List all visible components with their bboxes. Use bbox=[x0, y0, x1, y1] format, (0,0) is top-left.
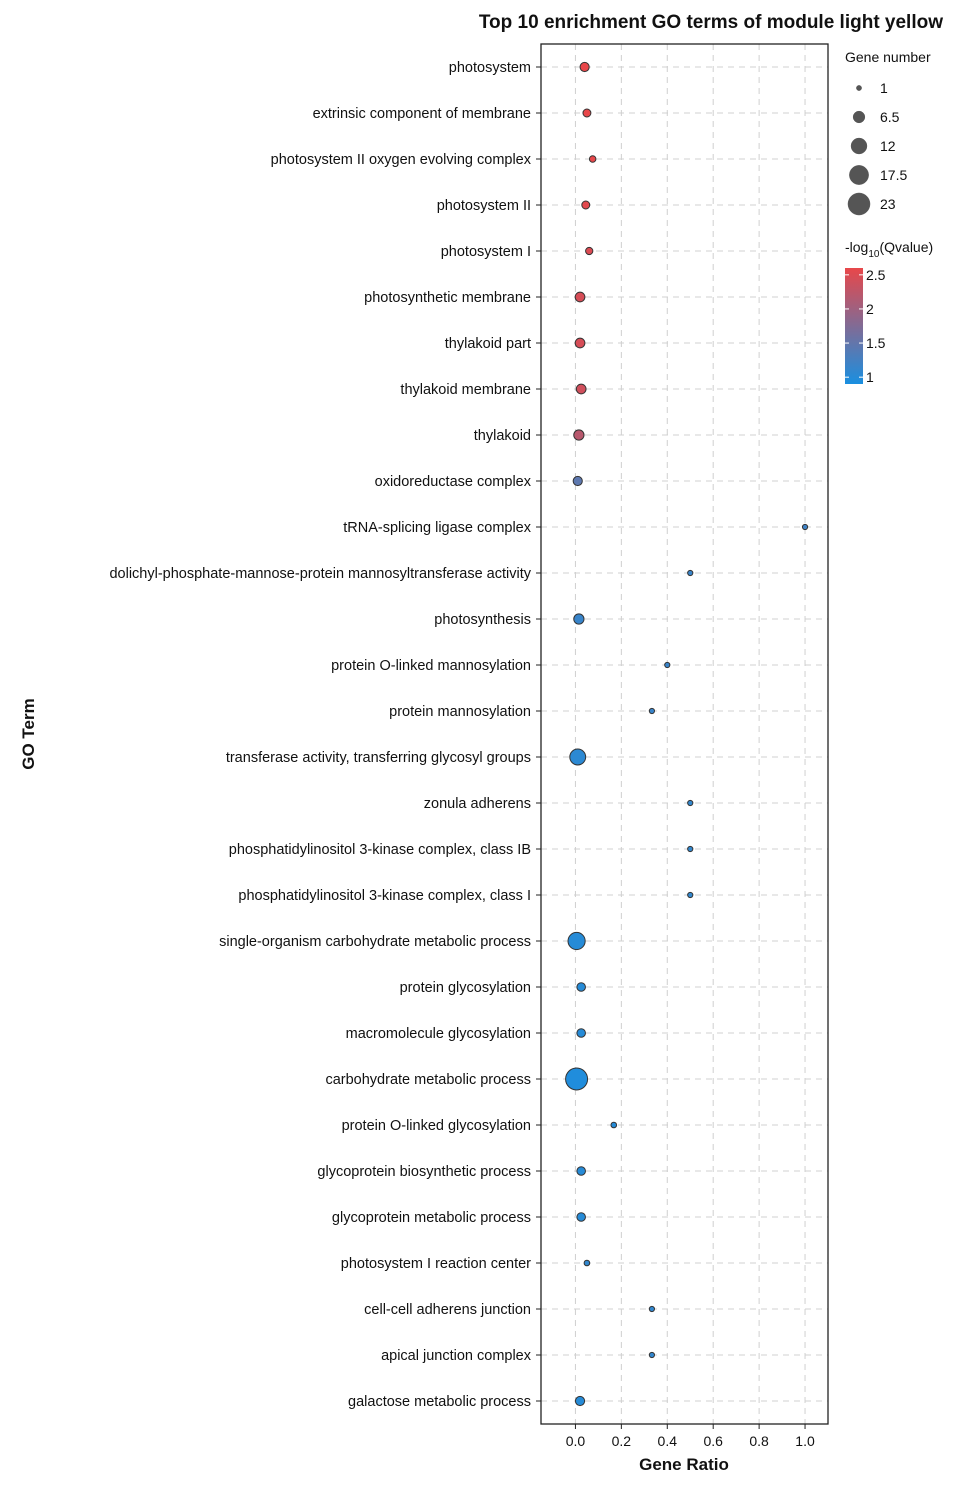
data-point bbox=[687, 569, 694, 577]
term-label: photosynthetic membrane bbox=[364, 290, 531, 306]
data-point bbox=[648, 1351, 655, 1359]
term-label: photosystem I bbox=[441, 244, 531, 260]
data-point bbox=[575, 383, 587, 395]
size-legend-title: Gene number bbox=[845, 49, 931, 65]
data-point bbox=[687, 891, 694, 899]
data-point bbox=[583, 1259, 591, 1267]
term-label: phosphatidylinositol 3-kinase complex, c… bbox=[229, 842, 531, 858]
term-label: protein glycosylation bbox=[400, 980, 531, 996]
data-point bbox=[573, 613, 585, 625]
x-axis-ticks: 0.0 0.2 0.4 0.6 0.8 1.0 bbox=[566, 1424, 815, 1449]
data-points bbox=[565, 61, 809, 1407]
data-point bbox=[687, 845, 694, 853]
term-label: thylakoid bbox=[474, 428, 531, 444]
term-labels: photosystem extrinsic component of membra… bbox=[109, 60, 541, 1410]
plot-panel-border bbox=[540, 43, 829, 1425]
term-label: tRNA-splicing ligase complex bbox=[343, 520, 532, 536]
chart-title: Top 10 enrichment GO terms of module lig… bbox=[479, 12, 943, 33]
data-point bbox=[576, 1212, 586, 1222]
term-label: photosystem I reaction center bbox=[341, 1256, 531, 1272]
x-axis-label: Gene Ratio bbox=[639, 1455, 729, 1474]
size-legend-dot bbox=[850, 137, 868, 155]
color-legend-title-suffix: (Qvalue) bbox=[879, 239, 933, 255]
color-legend-tick-label: 1 bbox=[866, 369, 874, 385]
term-label: carbohydrate metabolic process bbox=[325, 1072, 531, 1088]
x-tick-label: 1.0 bbox=[795, 1433, 815, 1449]
x-tick-label: 0.0 bbox=[566, 1433, 586, 1449]
size-legend-label: 1 bbox=[880, 80, 888, 96]
term-label: macromolecule glycosylation bbox=[346, 1026, 531, 1042]
data-point bbox=[576, 1028, 586, 1038]
y-axis-label: GO Term bbox=[19, 698, 38, 769]
data-point bbox=[687, 799, 694, 807]
data-point bbox=[801, 523, 809, 531]
color-legend-bar bbox=[845, 268, 863, 384]
term-label: galactose metabolic process bbox=[348, 1394, 531, 1410]
data-point bbox=[648, 1305, 655, 1313]
term-label: oxidoreductase complex bbox=[375, 474, 532, 490]
term-label: protein mannosylation bbox=[389, 704, 531, 720]
color-legend-tick-label: 2.5 bbox=[866, 267, 886, 283]
size-legend-label: 6.5 bbox=[880, 109, 900, 125]
term-label: photosynthesis bbox=[434, 612, 531, 628]
color-legend-title-sub: 10 bbox=[868, 249, 880, 260]
term-label: photosystem II oxygen evolving complex bbox=[271, 152, 532, 168]
term-label: protein O-linked mannosylation bbox=[331, 658, 531, 674]
size-legend-dot bbox=[849, 165, 869, 185]
data-point bbox=[572, 475, 583, 487]
size-legend-label: 12 bbox=[880, 138, 896, 154]
color-legend-title-prefix: -log bbox=[845, 239, 868, 255]
term-label: protein O-linked glycosylation bbox=[342, 1118, 531, 1134]
size-legend-label: 23 bbox=[880, 196, 896, 212]
data-point bbox=[576, 982, 586, 992]
color-legend-ticks: 2.5 2 1.5 1 bbox=[845, 267, 886, 385]
term-label: glycoprotein biosynthetic process bbox=[317, 1164, 531, 1180]
data-point bbox=[585, 246, 594, 256]
term-label: glycoprotein metabolic process bbox=[332, 1210, 531, 1226]
data-point bbox=[574, 1395, 586, 1407]
color-legend-tick-label: 1.5 bbox=[866, 335, 886, 351]
data-point bbox=[664, 661, 671, 669]
term-label: single-organism carbohydrate metabolic p… bbox=[219, 934, 531, 950]
data-point bbox=[569, 748, 587, 766]
data-point bbox=[565, 1067, 589, 1091]
x-tick-label: 0.2 bbox=[612, 1433, 632, 1449]
x-tick-label: 0.8 bbox=[749, 1433, 769, 1449]
size-legend-dot bbox=[852, 110, 866, 124]
term-label: zonula adherens bbox=[424, 796, 531, 812]
data-point bbox=[648, 707, 655, 715]
data-point bbox=[582, 108, 592, 118]
size-legend-dot bbox=[847, 192, 871, 216]
term-label: transferase activity, transferring glyco… bbox=[226, 750, 531, 766]
data-point bbox=[581, 200, 591, 210]
term-label: extrinsic component of membrane bbox=[313, 106, 531, 122]
data-point bbox=[574, 337, 586, 349]
data-point bbox=[567, 931, 586, 951]
term-label: apical junction complex bbox=[381, 1348, 532, 1364]
x-tick-label: 0.4 bbox=[658, 1433, 678, 1449]
data-point bbox=[574, 291, 586, 303]
data-point bbox=[579, 61, 590, 73]
term-label: thylakoid part bbox=[445, 336, 531, 352]
data-point bbox=[588, 155, 597, 163]
size-legend: 1 6.5 12 17.5 23 bbox=[847, 80, 907, 216]
data-point bbox=[610, 1121, 618, 1129]
size-legend-label: 17.5 bbox=[880, 167, 907, 183]
color-legend-tick-label: 2 bbox=[866, 301, 874, 317]
x-tick-label: 0.6 bbox=[703, 1433, 723, 1449]
term-label: thylakoid membrane bbox=[400, 382, 531, 398]
term-label: cell-cell adherens junction bbox=[364, 1302, 531, 1318]
term-label: phosphatidylinositol 3-kinase complex, c… bbox=[238, 888, 531, 904]
data-point bbox=[576, 1166, 586, 1176]
color-legend-title: -log10(Qvalue) bbox=[845, 239, 933, 260]
grid-lines bbox=[541, 44, 828, 1424]
term-label: photosystem bbox=[449, 60, 531, 76]
term-label: dolichyl-phosphate-mannose-protein manno… bbox=[109, 566, 531, 582]
term-label: photosystem II bbox=[437, 198, 531, 214]
size-legend-dot bbox=[856, 85, 862, 91]
data-point bbox=[573, 429, 585, 441]
